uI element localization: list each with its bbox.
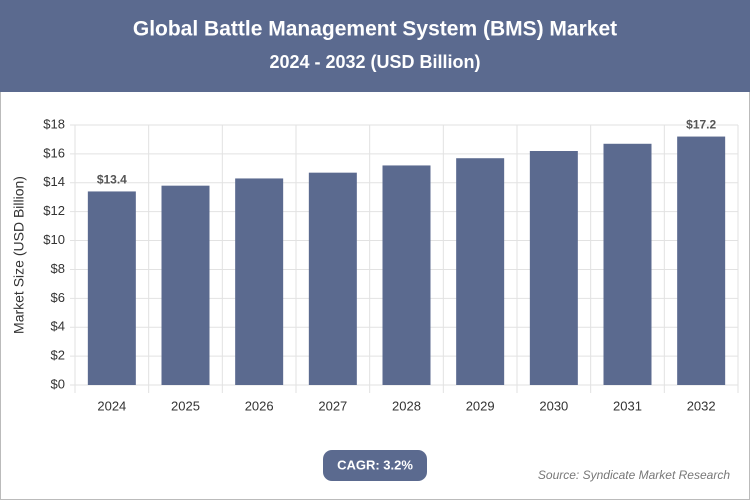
y-tick-label: $18 xyxy=(43,116,65,131)
x-tick-label: 2027 xyxy=(318,398,347,413)
value-label: $17.2 xyxy=(686,118,716,132)
bar xyxy=(677,136,726,385)
x-tick-label: 2031 xyxy=(613,398,642,413)
bar xyxy=(603,143,652,385)
cagr-text: CAGR: 3.2% xyxy=(337,457,413,472)
y-tick-label: $12 xyxy=(43,203,65,218)
y-tick-label: $16 xyxy=(43,145,65,160)
x-tick-label: 2030 xyxy=(539,398,568,413)
bar xyxy=(235,178,284,385)
y-tick-label: $14 xyxy=(43,174,65,189)
value-label: $13.4 xyxy=(97,173,127,187)
bar xyxy=(308,172,357,385)
bar xyxy=(382,165,431,385)
x-tick-label: 2028 xyxy=(392,398,421,413)
source: Source: Syndicate Market Research xyxy=(538,468,730,482)
x-tick-label: 2026 xyxy=(245,398,274,413)
chart-subtitle: 2024 - 2032 (USD Billion) xyxy=(269,52,480,72)
bar xyxy=(456,158,505,385)
bar xyxy=(87,191,136,385)
bar xyxy=(161,185,210,385)
x-tick-label: 2029 xyxy=(466,398,495,413)
header xyxy=(0,0,750,92)
y-tick-label: $2 xyxy=(51,348,65,363)
chart-title: Global Battle Management System (BMS) Ma… xyxy=(133,18,617,41)
y-tick-label: $6 xyxy=(51,290,65,305)
y-tick-label: $10 xyxy=(43,232,65,247)
y-tick-label: $8 xyxy=(51,261,65,276)
x-tick-label: 2032 xyxy=(687,398,716,413)
x-tick-label: 2024 xyxy=(97,398,126,413)
y-tick-label: $0 xyxy=(51,376,65,391)
bar xyxy=(529,151,578,385)
y-tick-label: $4 xyxy=(51,319,65,334)
cagr-badge xyxy=(323,450,427,481)
y-axis-label: Market Size (USD Billion) xyxy=(11,176,27,334)
x-tick-label: 2025 xyxy=(171,398,200,413)
